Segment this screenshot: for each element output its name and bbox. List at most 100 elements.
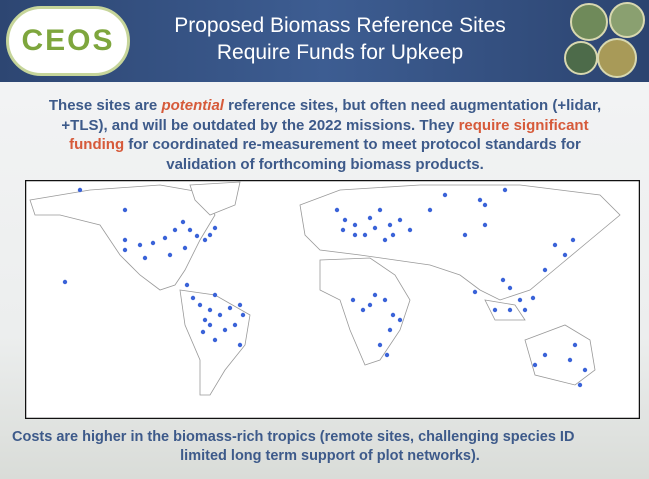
site-dot — [362, 232, 368, 238]
title-line: Proposed Biomass Reference Sites — [174, 14, 506, 37]
site-dot — [397, 317, 403, 323]
site-dot — [77, 187, 83, 193]
site-dot — [202, 317, 208, 323]
site-dot — [552, 242, 558, 248]
site-dot — [232, 322, 238, 328]
header-images — [564, 2, 645, 78]
site-dot — [477, 197, 483, 203]
site-dot — [517, 297, 523, 303]
site-dot — [427, 207, 433, 213]
world-map — [25, 180, 640, 419]
site-dot — [137, 242, 143, 248]
site-dot — [387, 327, 393, 333]
site-dot — [382, 297, 388, 303]
site-dot — [372, 225, 378, 231]
text-segment: These sites are — [48, 97, 162, 114]
site-dot — [212, 337, 218, 343]
body-text: These sites are potential reference site… — [40, 96, 610, 174]
text-segment: potential — [161, 97, 224, 114]
text-segment: for coordinated re-measurement to meet p… — [124, 136, 581, 173]
site-dot — [482, 222, 488, 228]
site-dot — [377, 207, 383, 213]
site-dot — [237, 302, 243, 308]
site-dot — [167, 252, 173, 258]
site-dot — [122, 207, 128, 213]
footer-line: Costs are higher in the biomass-rich tro… — [12, 429, 575, 445]
site-dot — [162, 235, 168, 241]
site-dot — [567, 357, 573, 363]
site-dot — [390, 312, 396, 318]
site-dot — [384, 352, 390, 358]
site-dot — [182, 245, 188, 251]
site-dot — [62, 279, 68, 285]
site-dot — [180, 219, 186, 225]
site-dot — [207, 322, 213, 328]
site-dot — [577, 382, 583, 388]
site-dot — [442, 192, 448, 198]
site-dot — [542, 352, 548, 358]
site-dot — [502, 187, 508, 193]
site-dot — [397, 217, 403, 223]
site-dot — [352, 232, 358, 238]
site-dot — [562, 252, 568, 258]
site-dot — [360, 307, 366, 313]
site-dot — [572, 342, 578, 348]
site-dot — [342, 217, 348, 223]
site-dot — [222, 327, 228, 333]
site-dot — [212, 225, 218, 231]
site-dot — [240, 312, 246, 318]
site-dot — [507, 285, 513, 291]
site-dot — [207, 232, 213, 238]
site-dot — [172, 227, 178, 233]
site-dot — [530, 295, 536, 301]
site-dot — [582, 367, 588, 373]
site-dot — [200, 329, 206, 335]
site-dot — [507, 307, 513, 313]
site-dot — [334, 207, 340, 213]
site-dot — [142, 255, 148, 261]
site-dot — [367, 215, 373, 221]
site-dot — [194, 233, 200, 239]
site-dot — [217, 312, 223, 318]
text-segment: reference sites, but often need augmenta… — [61, 97, 602, 134]
site-dot — [367, 302, 373, 308]
site-dot — [542, 267, 548, 273]
title-line: Require Funds for Upkeep — [216, 41, 464, 64]
site-dot — [237, 342, 243, 348]
site-dot — [122, 247, 128, 253]
site-dot — [532, 362, 538, 368]
site-dot — [202, 237, 208, 243]
site-dot — [350, 297, 356, 303]
site-dot — [387, 222, 393, 228]
site-dot — [570, 237, 576, 243]
site-dot — [390, 232, 396, 238]
site-dot — [407, 227, 413, 233]
site-dot — [340, 227, 346, 233]
site-dot — [377, 342, 383, 348]
site-dot — [184, 282, 190, 288]
site-dot — [190, 295, 196, 301]
site-dot — [352, 222, 358, 228]
site-dot — [492, 307, 498, 313]
site-dot — [472, 289, 478, 295]
header: CEOS Proposed Biomass Reference Sites Re… — [0, 0, 649, 82]
site-dot — [382, 237, 388, 243]
site-dot — [500, 277, 506, 283]
text-segment: require significant funding — [69, 116, 589, 154]
footer-line: limited long term support of plot networ… — [180, 448, 480, 464]
site-dot — [482, 202, 488, 208]
title: Proposed Biomass Reference Sites Require… — [140, 12, 540, 66]
site-dot — [212, 292, 218, 298]
site-dot — [187, 227, 193, 233]
site-dot — [372, 292, 378, 298]
site-dot — [150, 240, 156, 246]
site-dot — [197, 302, 203, 308]
site-dot — [227, 305, 233, 311]
site-dot — [207, 307, 213, 313]
site-dot — [462, 232, 468, 238]
site-dot — [522, 307, 528, 313]
site-dot — [122, 237, 128, 243]
logo: CEOS — [6, 6, 130, 76]
footer-text: Costs are higher in the biomass-rich tro… — [0, 428, 649, 466]
